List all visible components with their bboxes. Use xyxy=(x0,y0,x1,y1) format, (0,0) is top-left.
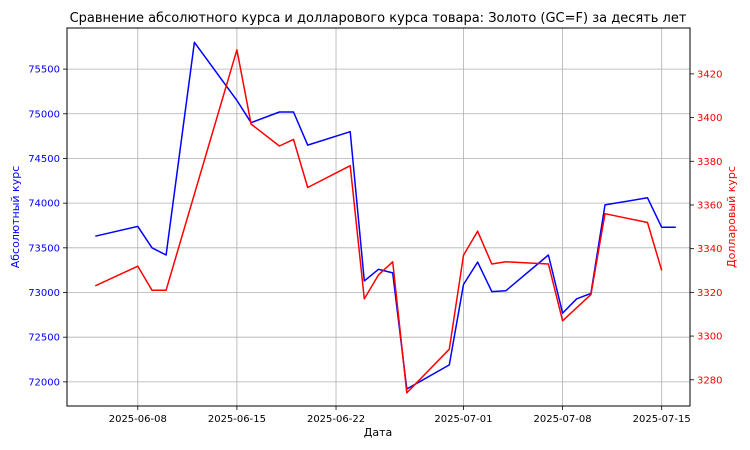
right-axis-label: Долларовый курс xyxy=(725,166,738,268)
right-tick-label: 3360 xyxy=(697,200,722,211)
series-line-right xyxy=(94,49,663,394)
x-tick-label: 2025-07-01 xyxy=(434,414,492,425)
x-tick-label: 2025-06-22 xyxy=(307,414,365,425)
series-lines xyxy=(94,41,676,394)
left-tick-label: 74000 xyxy=(28,199,60,210)
x-tick-label: 2025-07-08 xyxy=(534,414,592,425)
right-axis-ticks: 3280 3300 3320 3340 3360 3380 3400 3420 xyxy=(690,69,722,386)
left-tick-label: 73000 xyxy=(28,288,60,299)
right-tick-label: 3400 xyxy=(697,113,722,124)
right-tick-label: 3420 xyxy=(697,69,722,80)
left-tick-label: 75500 xyxy=(28,65,60,76)
x-axis-label: Дата xyxy=(364,426,392,439)
grid xyxy=(67,28,690,406)
right-tick-label: 3380 xyxy=(697,157,722,168)
right-tick-label: 3280 xyxy=(697,375,722,386)
x-axis-ticks: 2025-06-08 2025-06-15 2025-06-22 2025-07-01… xyxy=(109,406,691,425)
plot-frame xyxy=(66,27,691,407)
x-tick-label: 2025-06-15 xyxy=(208,414,266,425)
left-tick-label: 74500 xyxy=(28,154,60,165)
left-axis-ticks: 72000 72500 73000 73500 74000 74500 75000 75500 xyxy=(28,65,67,388)
left-tick-label: 75000 xyxy=(28,109,60,120)
left-tick-label: 72500 xyxy=(28,333,60,344)
left-axis-label: Абсолютный курс xyxy=(9,166,22,269)
right-tick-label: 3340 xyxy=(697,244,722,255)
right-tick-label: 3320 xyxy=(697,288,722,299)
chart-title: Сравнение абсолютного курса и долларовог… xyxy=(70,11,687,26)
left-tick-label: 72000 xyxy=(28,377,60,388)
left-tick-label: 73500 xyxy=(28,243,60,254)
right-tick-label: 3300 xyxy=(697,332,722,343)
x-tick-label: 2025-06-08 xyxy=(109,414,167,425)
x-tick-label: 2025-07-15 xyxy=(633,414,691,425)
